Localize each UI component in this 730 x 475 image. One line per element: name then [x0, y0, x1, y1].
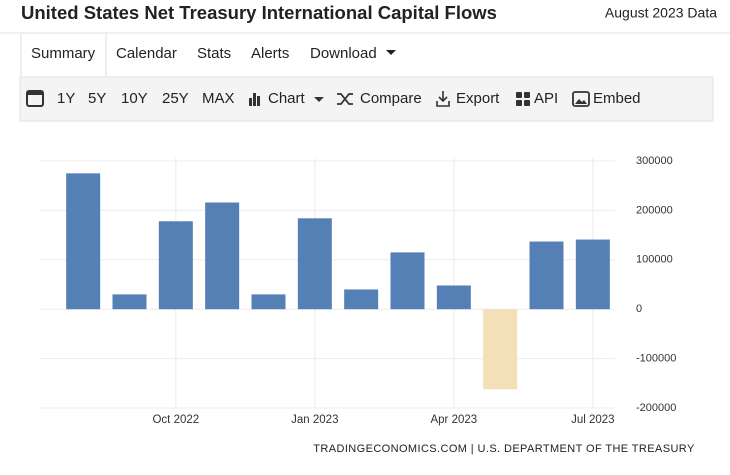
bar	[66, 173, 101, 310]
page-title: United States Net Treasury International…	[21, 2, 497, 23]
bar	[158, 221, 193, 310]
toolbar-button[interactable]: MAX	[202, 90, 235, 107]
bar	[436, 285, 471, 310]
toolbar-button[interactable]: Compare	[360, 90, 422, 107]
y-tick-label: 100000	[636, 254, 673, 266]
toolbar-button[interactable]: 10Y	[121, 90, 148, 107]
nav-tab[interactable]: Stats	[197, 45, 231, 62]
y-tick-label: 200000	[636, 204, 673, 216]
bar	[251, 294, 286, 310]
bar	[529, 241, 564, 310]
toolbar-button[interactable]: 5Y	[88, 90, 106, 107]
nav-tab[interactable]: Alerts	[251, 45, 289, 62]
nav-tab[interactable]: Summary	[31, 45, 96, 62]
y-tick-label: 0	[636, 303, 642, 315]
source-note: TRADINGECONOMICS.COM | U.S. DEPARTMENT O…	[313, 443, 695, 455]
x-tick-label: Oct 2022	[152, 414, 199, 426]
bar	[483, 309, 518, 390]
y-tick-label: -100000	[636, 353, 676, 365]
toolbar-button[interactable]: API	[534, 90, 558, 107]
y-tick-label: 300000	[636, 155, 673, 167]
toolbar-button[interactable]: 1Y	[57, 90, 75, 107]
bar	[575, 239, 610, 310]
y-tick-label: -200000	[636, 402, 676, 414]
caret	[386, 50, 396, 55]
x-tick-label: Jan 2023	[291, 414, 338, 426]
x-tick-label: Apr 2023	[430, 414, 477, 426]
data-date: August 2023 Data	[605, 5, 717, 21]
bar	[205, 202, 240, 310]
bar	[344, 289, 379, 310]
bar	[112, 294, 147, 310]
toolbar-icons	[26, 90, 590, 107]
toolbar-button[interactable]: Embed	[593, 90, 641, 107]
x-tick-label: Jul 2023	[571, 414, 614, 426]
bar	[390, 252, 425, 310]
nav-tab[interactable]: Calendar	[116, 45, 177, 62]
active-tab-frame	[20, 32, 107, 76]
toolbar	[19, 76, 714, 122]
nav-tab[interactable]: Download	[310, 45, 377, 62]
toolbar-button[interactable]: Chart	[268, 90, 306, 107]
bar	[297, 218, 332, 310]
toolbar-button[interactable]: Export	[456, 90, 500, 107]
toolbar-button[interactable]: 25Y	[162, 90, 189, 107]
